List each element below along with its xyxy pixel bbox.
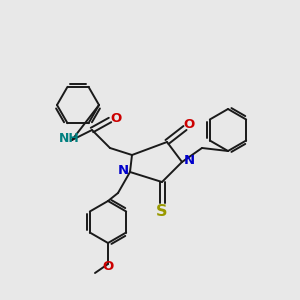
Text: NH: NH xyxy=(58,131,80,145)
Text: O: O xyxy=(102,260,114,274)
Text: N: N xyxy=(183,154,195,167)
Text: O: O xyxy=(183,118,195,131)
Text: N: N xyxy=(117,164,129,178)
Text: O: O xyxy=(110,112,122,124)
Text: S: S xyxy=(156,203,168,218)
